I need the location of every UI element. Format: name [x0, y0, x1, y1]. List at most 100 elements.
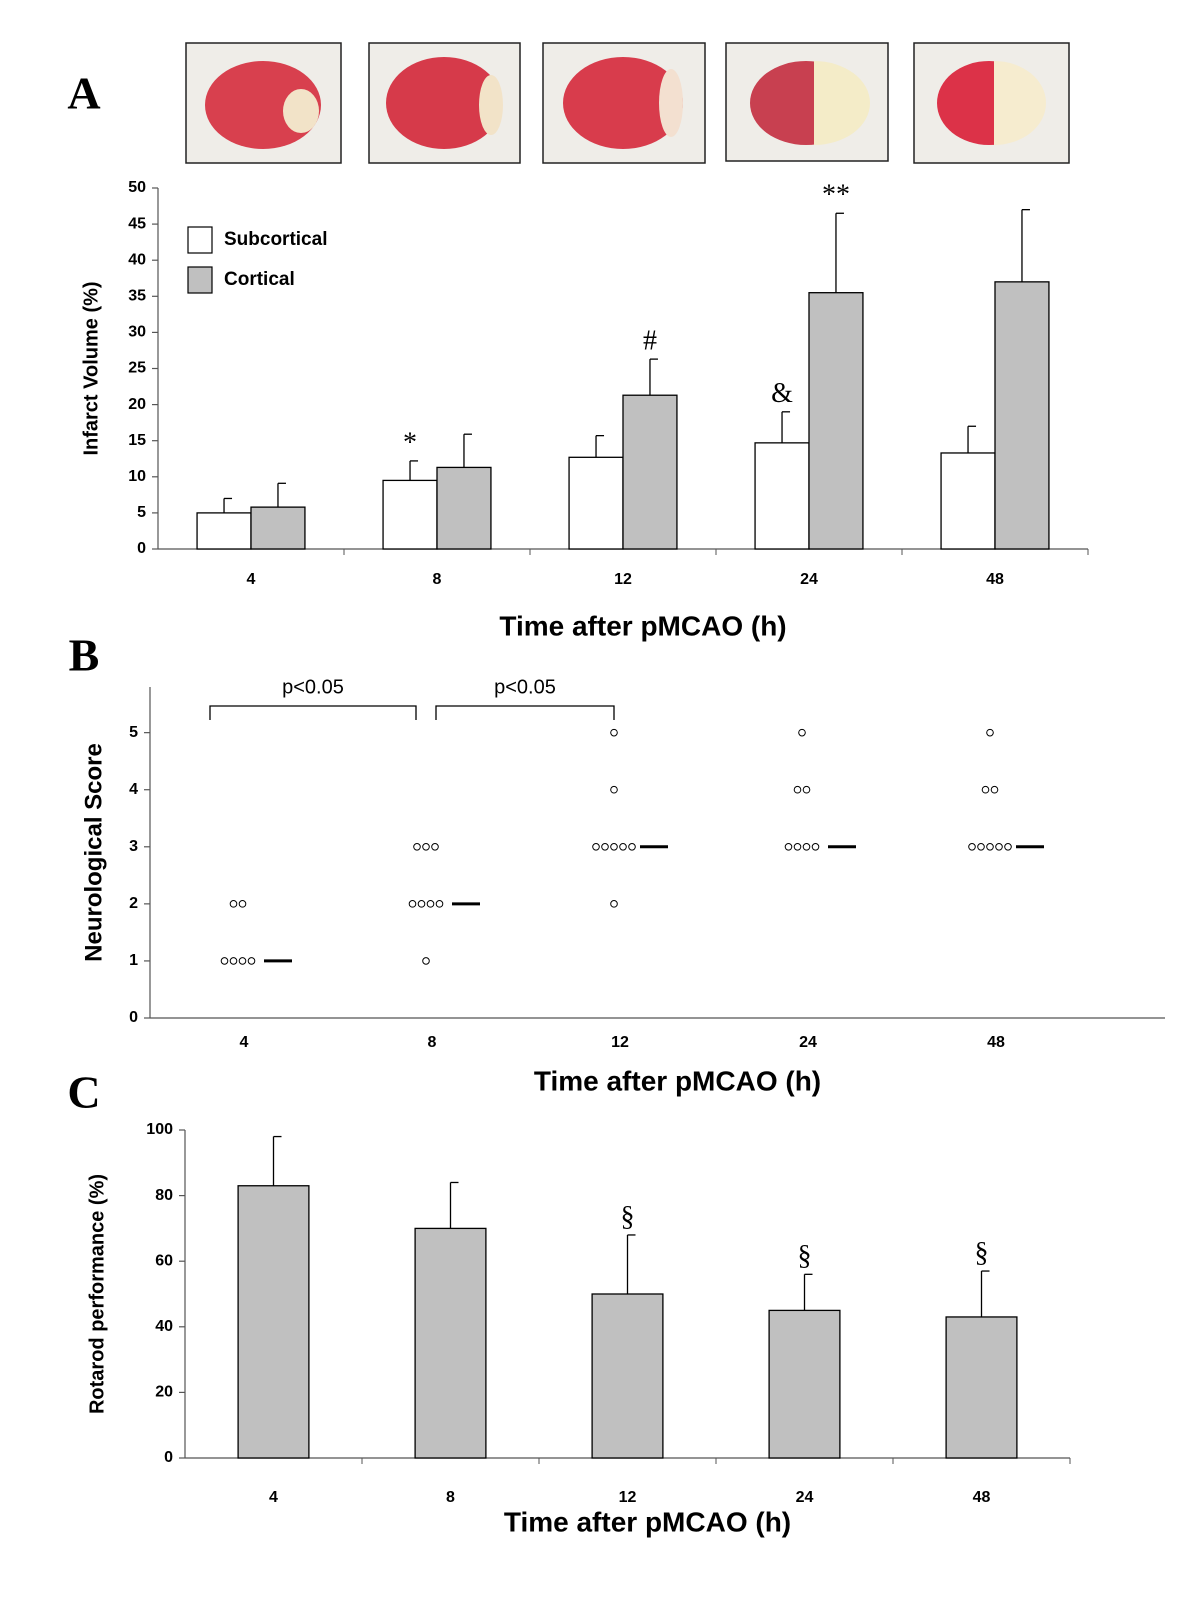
bar	[414, 1227, 487, 1459]
error-bar	[1021, 209, 1030, 282]
x-tick-label: 4	[269, 1489, 278, 1506]
score-dot	[628, 842, 636, 851]
y-tick-label: 35	[128, 288, 146, 305]
score-dot	[422, 842, 430, 851]
annotation: #	[643, 326, 657, 357]
error-bar	[223, 497, 233, 513]
y-tick-label: 20	[128, 396, 146, 413]
score-dot	[408, 900, 417, 908]
annotation: &	[771, 378, 793, 409]
bar	[382, 479, 438, 550]
error-bar	[781, 411, 791, 443]
bar	[250, 506, 306, 550]
score-dot	[610, 728, 618, 737]
error-bar	[835, 212, 844, 293]
annotation: §	[621, 1201, 635, 1232]
score-dot	[784, 842, 793, 851]
y-tick-label: 1	[129, 952, 138, 969]
error-bar	[463, 433, 472, 468]
error-bar	[277, 482, 286, 508]
x-tick-label: 12	[619, 1489, 637, 1506]
brain-slice	[185, 42, 342, 164]
brain-slice	[368, 42, 521, 164]
y-tick-label: 15	[128, 432, 146, 449]
y-tick-label: 25	[128, 360, 146, 377]
score-dot	[990, 785, 999, 794]
bar	[754, 442, 810, 550]
score-dot	[431, 842, 439, 851]
score-dot	[968, 842, 976, 851]
x-tick-label: 8	[433, 571, 442, 588]
y-tick-label: 5	[137, 504, 146, 521]
brain-slice	[542, 42, 706, 164]
comparison-label: p<0.05	[282, 676, 344, 698]
x-tick-label: 12	[611, 1034, 629, 1051]
x-axis-label: Time after pMCAO (h)	[534, 1065, 821, 1096]
error-bar	[272, 1135, 282, 1186]
y-tick-label: 40	[128, 251, 146, 268]
x-tick-label: 4	[247, 571, 256, 588]
y-axis-label: Neurological Score	[80, 743, 107, 962]
y-tick-label: 0	[137, 540, 146, 557]
x-tick-label: 48	[973, 1489, 991, 1506]
y-axis-label: Rotarod performance (%)	[86, 1174, 108, 1414]
y-tick-label: 100	[146, 1121, 173, 1138]
x-axis-label: Time after pMCAO (h)	[504, 1506, 791, 1537]
x-tick-label: 48	[986, 571, 1004, 588]
y-tick-label: 40	[155, 1318, 173, 1335]
error-bar	[980, 1270, 990, 1317]
score-dot	[220, 957, 229, 965]
bar	[940, 452, 996, 550]
bar	[237, 1185, 310, 1459]
score-dot	[238, 957, 247, 965]
brain-slices	[185, 42, 1070, 164]
y-tick-label: 4	[129, 781, 138, 798]
panel-label: B	[69, 630, 100, 681]
error-bar	[449, 1181, 459, 1229]
comparison-bracket	[209, 705, 417, 720]
annotation: §	[798, 1241, 812, 1272]
x-tick-label: 24	[799, 1034, 817, 1051]
score-dot	[417, 900, 426, 908]
error-bar	[967, 425, 977, 453]
bar	[768, 1309, 841, 1459]
y-tick-label: 10	[128, 468, 146, 485]
score-dot	[610, 842, 618, 851]
y-tick-label: 2	[129, 895, 138, 912]
bar	[994, 281, 1050, 550]
annotation: **	[822, 180, 850, 211]
annotation: §	[975, 1237, 989, 1268]
error-bar	[595, 434, 605, 458]
legend-label: Cortical	[224, 269, 295, 290]
score-dot	[229, 957, 238, 965]
legend-swatch	[187, 226, 213, 254]
error-bar	[649, 358, 658, 396]
comparison-bracket	[435, 705, 615, 720]
score-dot	[247, 957, 256, 965]
x-tick-label: 4	[240, 1034, 249, 1051]
score-dot	[793, 842, 802, 851]
score-dot	[986, 728, 994, 737]
y-tick-label: 30	[128, 324, 146, 341]
x-tick-label: 48	[987, 1034, 1005, 1051]
score-dot	[413, 842, 421, 851]
bar	[196, 512, 252, 550]
y-tick-label: 50	[128, 179, 146, 196]
y-axis-label: Infarct Volume (%)	[80, 281, 102, 455]
score-dot	[610, 900, 618, 908]
comparison-label: p<0.05	[494, 676, 556, 698]
score-dot	[1004, 842, 1012, 851]
score-dot	[422, 957, 430, 965]
bar	[808, 292, 864, 550]
legend-label: Subcortical	[224, 229, 327, 250]
score-dot	[802, 785, 811, 794]
x-tick-label: 24	[800, 571, 818, 588]
y-tick-label: 60	[155, 1252, 173, 1269]
score-dot	[426, 900, 435, 908]
annotation: *	[403, 427, 417, 458]
x-tick-label: 24	[796, 1489, 814, 1506]
score-dot	[601, 842, 609, 851]
brain-slice	[725, 42, 889, 162]
panel-label: C	[67, 1067, 100, 1118]
